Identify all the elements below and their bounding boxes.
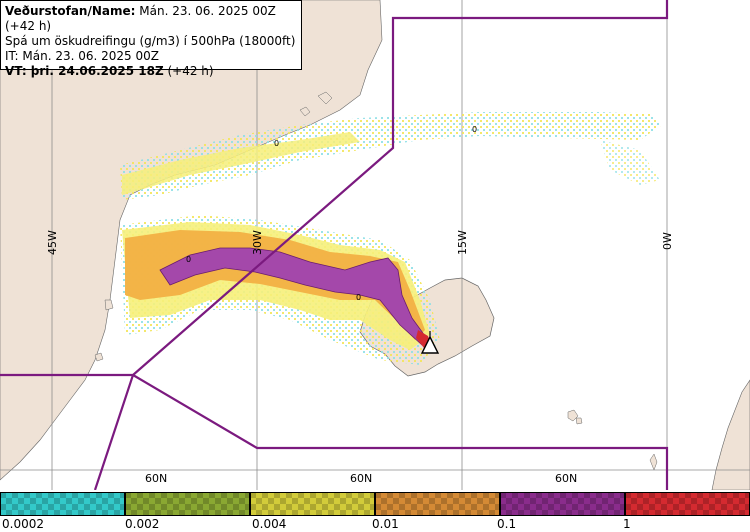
volcano-icon (420, 331, 440, 354)
legend-tick-label: 0.1 (497, 517, 517, 531)
legend-color-segment (375, 492, 500, 516)
greenland-coastal-islands (94, 91, 333, 362)
legend-color-bar (0, 492, 750, 516)
info-line-issue-time: IT: Mán. 23. 06. 2025 00Z (5, 49, 159, 63)
faroe-islands (567, 409, 583, 425)
meridian-label-0w: 0W (661, 232, 674, 250)
parallel-label-60n: 60N (350, 472, 372, 485)
issuer-value: Mán. 23. 06. 2025 00Z (+42 h) (5, 4, 276, 33)
parallel-label-60n: 60N (555, 472, 577, 485)
issuer-label: Veðurstofan/Name: (5, 4, 136, 18)
meridian-label-30w: 30W (251, 230, 264, 255)
legend-tick-label: 0.002 (125, 517, 160, 531)
valid-time-label: VT: þri. 24.06.2025 18Z (5, 64, 164, 78)
contour-label: 0 (186, 255, 191, 264)
ash-dispersion-map: 0 0 0 0 45W 30W 15W 0W 60N 60N 60N (0, 0, 750, 490)
legend-tick-label: 0.01 (372, 517, 399, 531)
norway-coast (711, 379, 750, 490)
info-line-issuer: Veðurstofan/Name: Mán. 23. 06. 2025 00Z … (5, 4, 297, 34)
forecast-info-box: Veðurstofan/Name: Mán. 23. 06. 2025 00Z … (0, 0, 302, 78)
legend-color-segment (0, 492, 125, 516)
legend-color-segment (250, 492, 375, 516)
contour-label: 0 (274, 139, 279, 148)
parallel-label-60n: 60N (145, 472, 167, 485)
concentration-legend: 0.0002 0.002 0.004 0.01 0.1 1 (0, 490, 750, 532)
legend-tick-label: 1 (623, 517, 631, 531)
meridian-label-45w: 45W (46, 230, 59, 255)
legend-color-segment (625, 492, 750, 516)
contour-label: 0 (356, 293, 361, 302)
ash-yellow-band (122, 132, 360, 195)
legend-color-segment (125, 492, 250, 516)
legend-tick-label: 0.0002 (2, 517, 44, 531)
parallel-labels: 60N 60N 60N (145, 472, 577, 485)
info-line-product: Spá um öskudreifingu (g/m3) í 500hPa (18… (5, 34, 296, 48)
meridian-labels: 45W 30W 15W 0W (46, 230, 674, 255)
shetland-islands (649, 453, 658, 471)
info-line-valid-time: VT: þri. 24.06.2025 18Z (+42 h) (5, 64, 297, 79)
contour-label: 0 (472, 125, 477, 134)
legend-color-segment (500, 492, 625, 516)
fir-boundaries (0, 0, 669, 490)
meridian-label-15w: 15W (456, 230, 469, 255)
contour-labels: 0 0 0 0 (186, 125, 477, 302)
valid-time-offset: (+42 h) (163, 64, 214, 78)
legend-tick-label: 0.004 (252, 517, 287, 531)
